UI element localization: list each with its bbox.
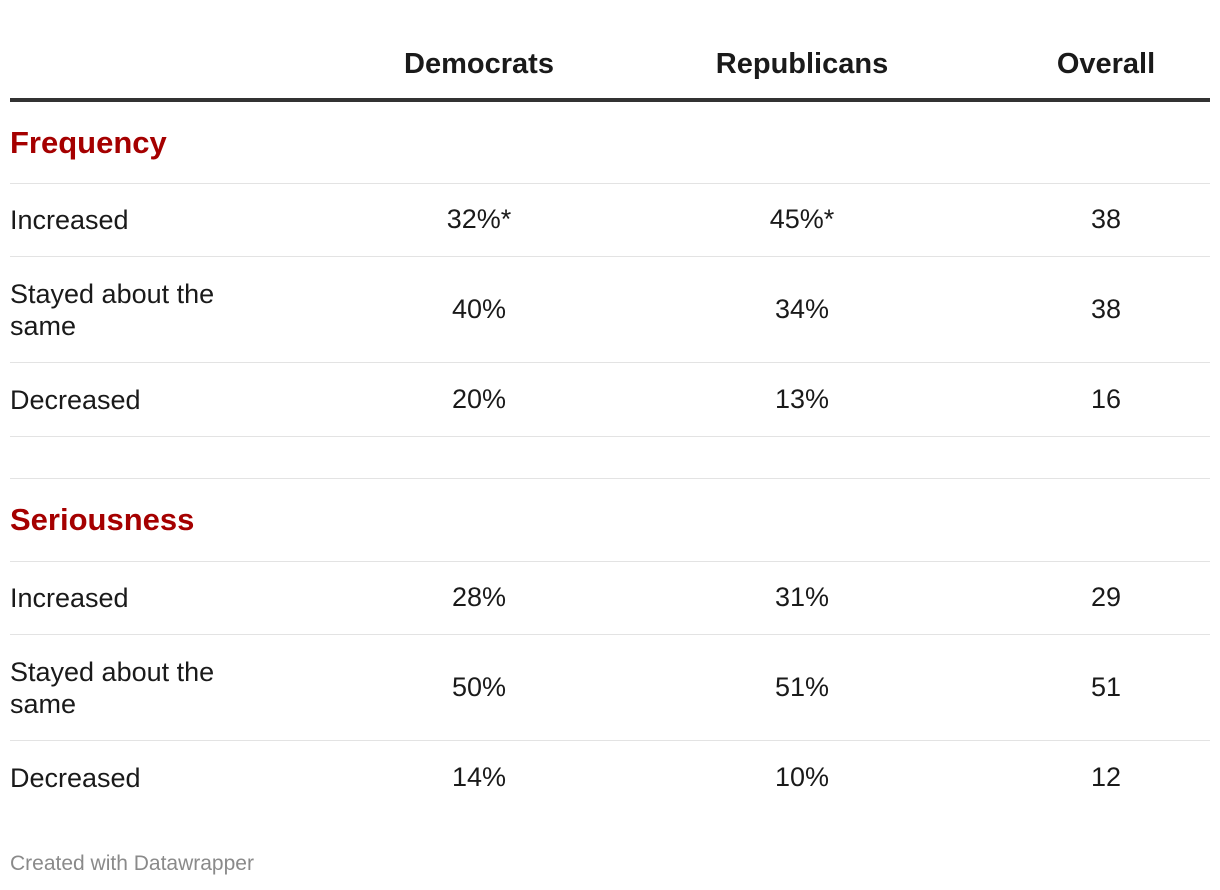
value-cell-republicans: 45%* <box>769 204 835 234</box>
table-row: Increased 32%* 45%* 38 <box>10 183 1210 257</box>
value-cell-democrats: 28% <box>451 582 507 612</box>
value-cell-republicans: 13% <box>774 384 830 414</box>
table-row: Decreased 20% 13% 16 <box>10 363 1210 437</box>
section-spacer <box>10 437 1210 479</box>
row-label: Increased <box>10 204 129 235</box>
value-cell-democrats: 40% <box>451 294 507 324</box>
row-label: Decreased <box>10 384 141 415</box>
value-cell-republicans: 51% <box>774 672 830 702</box>
value-cell-democrats: 14% <box>451 762 507 792</box>
row-label: Stayed about the same <box>10 656 215 719</box>
table-row: Stayed about the same 40% 34% 38 <box>10 257 1210 363</box>
column-header-overall: Overall <box>1056 47 1156 80</box>
value-cell-republicans: 10% <box>774 762 830 792</box>
footer-credit: Created with Datawrapper <box>10 852 254 875</box>
section-header-row: Seriousness <box>10 479 1210 562</box>
value-cell-overall: 38 <box>1090 204 1122 234</box>
row-label: Decreased <box>10 762 141 793</box>
value-cell-democrats: 32%* <box>446 204 512 234</box>
value-cell-overall: 38 <box>1090 294 1122 324</box>
row-label: Increased <box>10 582 129 613</box>
value-cell-republicans: 34% <box>774 294 830 324</box>
value-cell-democrats: 20% <box>451 384 507 414</box>
row-label: Stayed about the same <box>10 278 215 341</box>
value-cell-overall: 29 <box>1090 582 1122 612</box>
section-title-seriousness: Seriousness <box>10 502 195 537</box>
column-header-republicans: Republicans <box>715 47 889 80</box>
table-header: Democrats Republicans Overall <box>10 30 1210 102</box>
table-row: Decreased 14% 10% 12 <box>10 741 1210 814</box>
value-cell-democrats: 50% <box>451 672 507 702</box>
value-cell-overall: 12 <box>1090 762 1122 792</box>
section-header-row: Frequency <box>10 102 1210 184</box>
value-cell-overall: 16 <box>1090 384 1122 414</box>
section-title-frequency: Frequency <box>10 124 167 160</box>
column-header-democrats: Democrats <box>404 47 554 80</box>
value-cell-overall: 51 <box>1090 672 1122 702</box>
value-cell-republicans: 31% <box>774 582 830 612</box>
table-row: Stayed about the same 50% 51% 51 <box>10 635 1210 741</box>
table-row: Increased 28% 31% 29 <box>10 561 1210 635</box>
